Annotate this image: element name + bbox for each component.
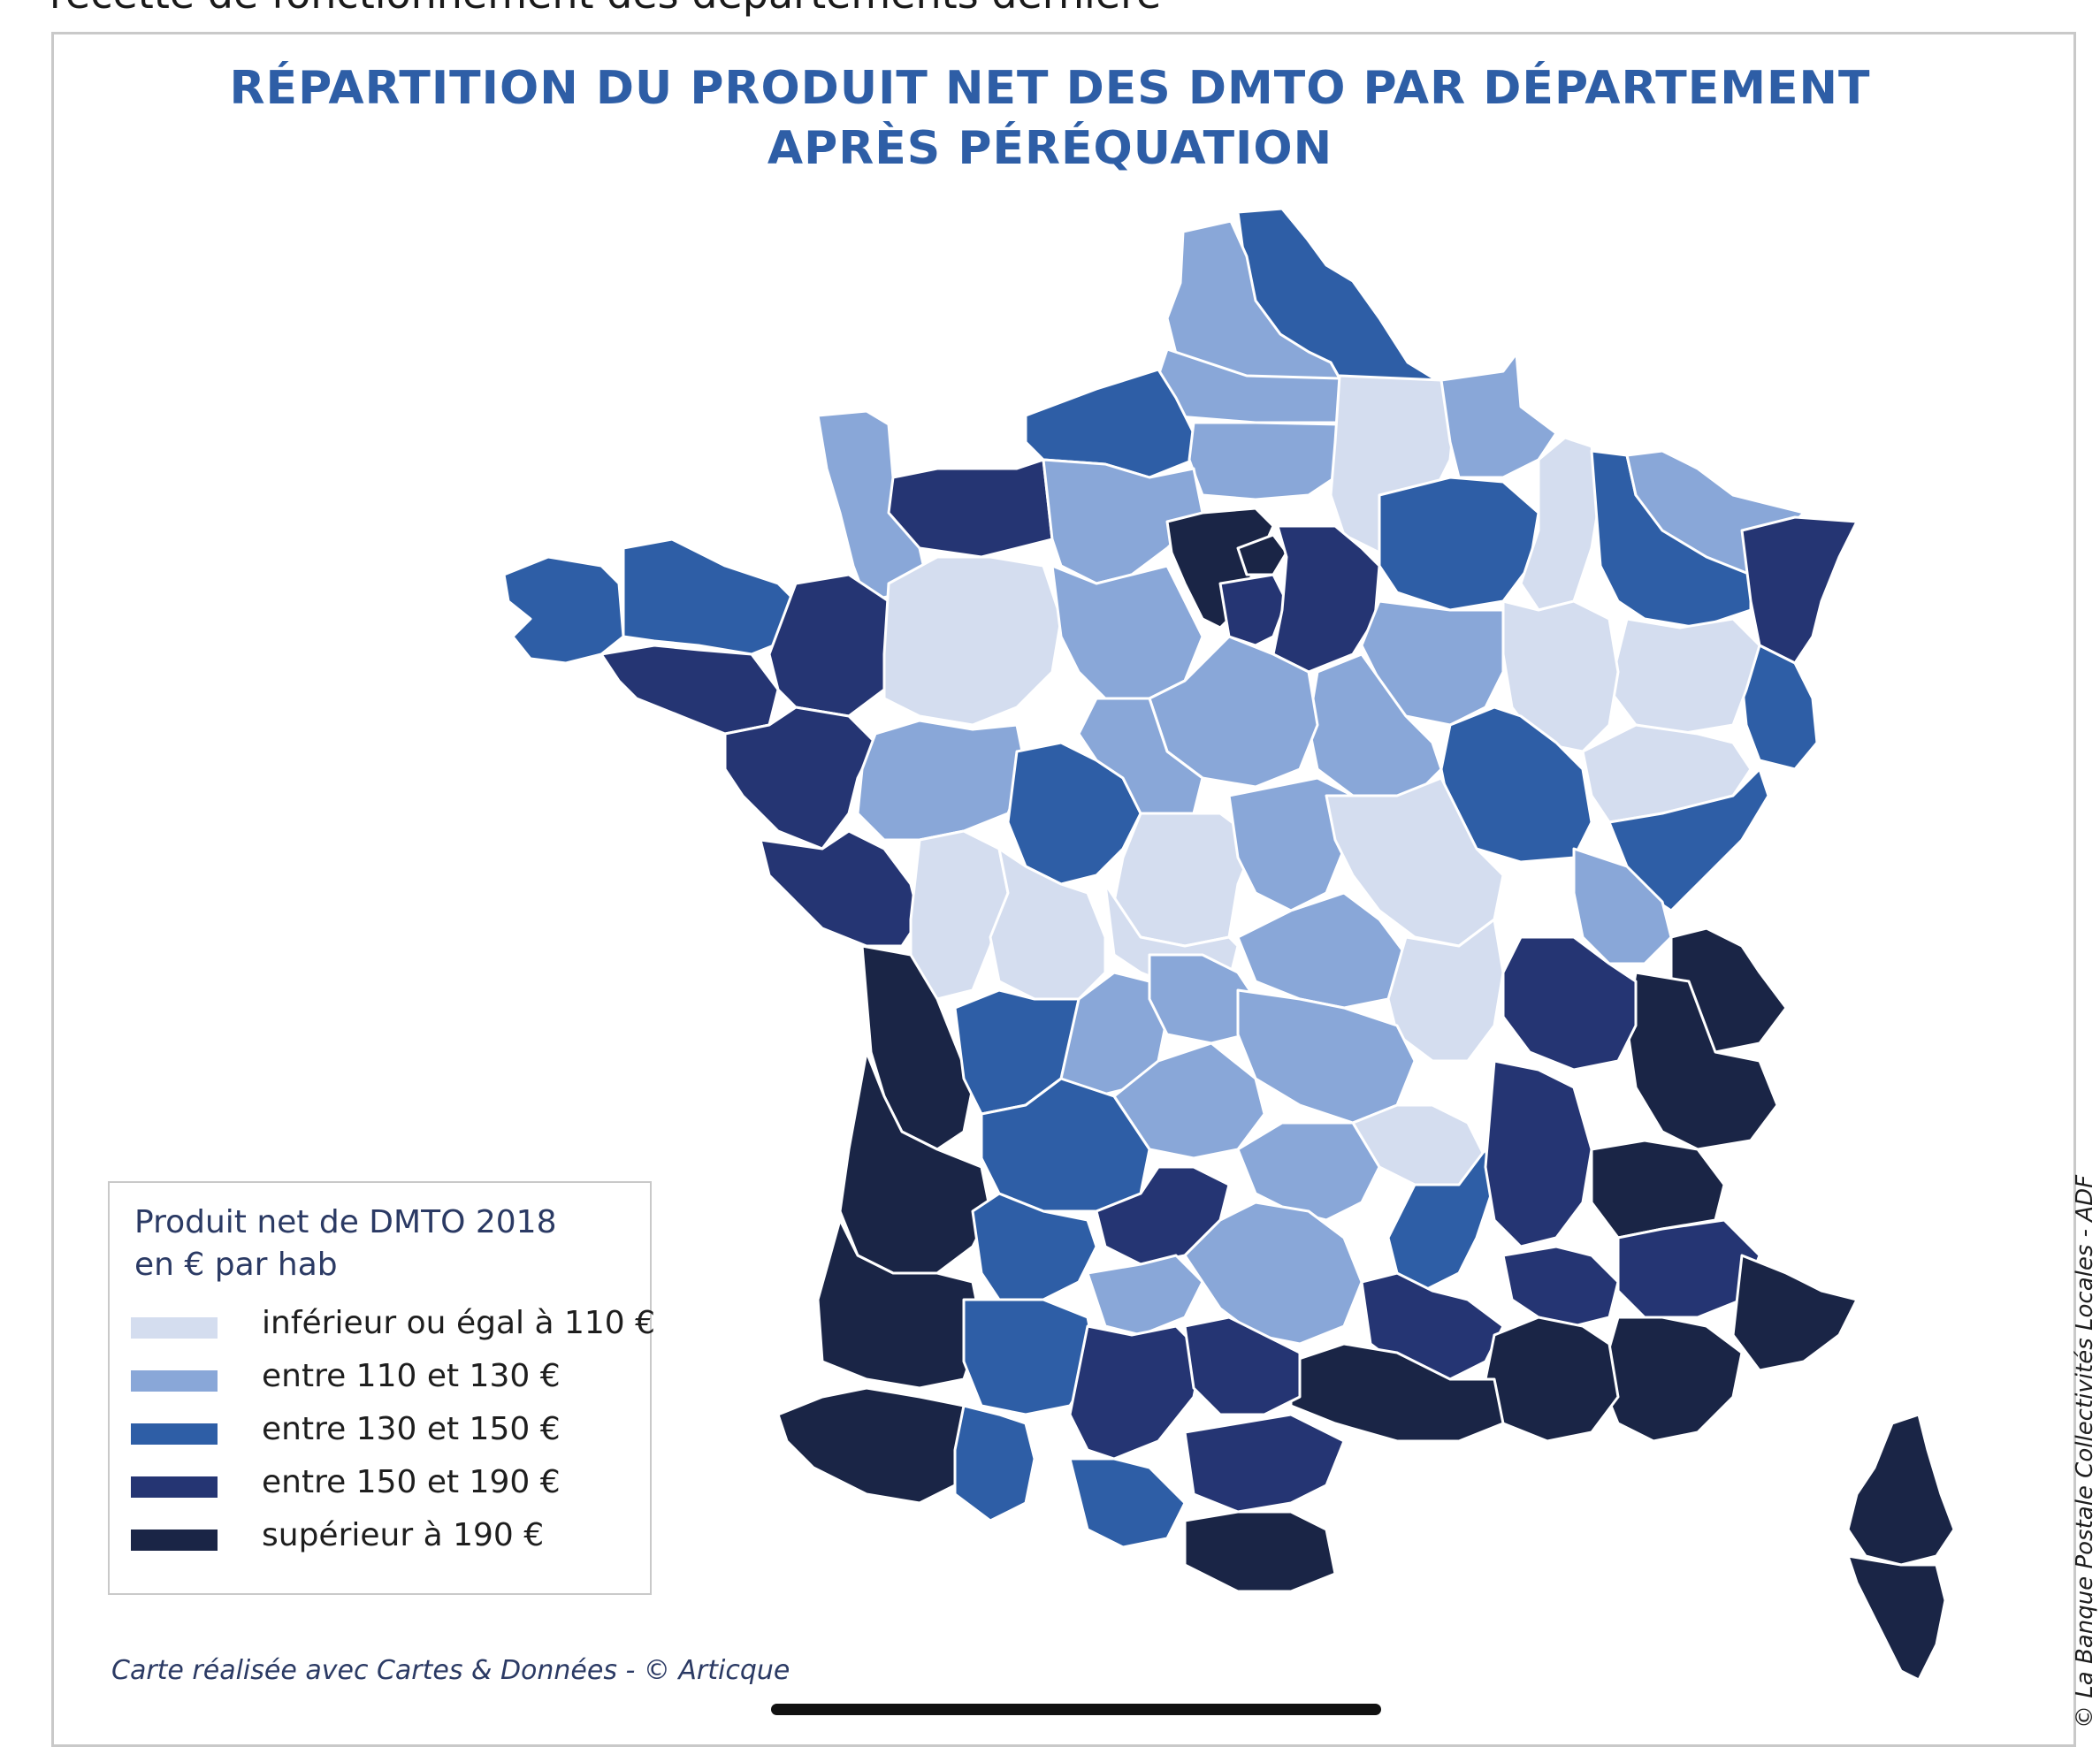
legend-swatch-class-4	[131, 1476, 218, 1498]
dept-calvados-orne	[887, 458, 1054, 559]
dept-var	[1599, 1316, 1744, 1443]
legend-item-class-1: inférieur ou égal à 110 €	[131, 1305, 655, 1349]
dept-mayenne-sarthe	[882, 555, 1063, 727]
dept-hautes-pyrenees	[953, 1404, 1036, 1522]
dept-rhone-isere	[1501, 935, 1638, 1072]
dept-lot-et-garonne	[971, 1192, 1098, 1301]
dept-puy-de-dome	[1236, 988, 1417, 1125]
dept-vienne	[989, 847, 1107, 1001]
dept-maine-et-loire	[856, 719, 1027, 842]
dept-indre-et-loire	[1006, 741, 1142, 886]
dept-nievre	[1227, 776, 1355, 912]
dept-pyrenees-atlantiques	[776, 1386, 974, 1505]
dept-drome	[1484, 1059, 1593, 1248]
dept-aube	[1360, 599, 1505, 727]
dept-bouches-du-rhone	[1484, 1316, 1620, 1443]
dept-lot	[1095, 1165, 1231, 1266]
legend: Produit net de DMTO 2018 en € par hab in…	[108, 1181, 655, 1595]
legend-swatch-class-5	[131, 1530, 218, 1551]
legend-swatch-class-2	[131, 1370, 218, 1392]
dept-savoie	[1625, 971, 1779, 1151]
dept-ille-et-vilaine	[767, 573, 899, 718]
dept-seine-et-marne	[1271, 524, 1381, 674]
dept-marne	[1378, 476, 1540, 612]
dept-paris	[1236, 533, 1288, 576]
map-title-line2: APRÈS PÉRÉQUATION	[767, 122, 1333, 175]
legend-title-line1: Produit net de DMTO 2018	[134, 1204, 557, 1240]
map-title-line1: RÉPARTITION DU PRODUIT NET DES DMTO PAR …	[229, 62, 1871, 115]
legend-item-class-2: entre 110 et 130 €	[131, 1358, 644, 1402]
dept-loire	[1386, 918, 1505, 1063]
legend-item-class-4: entre 150 et 190 €	[131, 1464, 644, 1508]
dept-haute-marne	[1501, 599, 1620, 753]
dept-oise	[1187, 421, 1341, 501]
dept-cantal	[1236, 1121, 1381, 1222]
home-indicator	[771, 1704, 1381, 1715]
dept-herault	[1289, 1342, 1505, 1443]
dept-alpes-maritimes	[1731, 1254, 1859, 1372]
dept-ardeche	[1386, 1148, 1496, 1293]
dept-correze	[1112, 1041, 1266, 1160]
dept-corse-du-sud	[1846, 1554, 1947, 1682]
dept-loire-atlantique	[723, 706, 877, 851]
dept-eure-et-loir	[1050, 564, 1204, 700]
dept-haute-corse	[1846, 1413, 1956, 1567]
dept-morbihan	[599, 644, 780, 736]
legend-label-class-4: entre 150 et 190 €	[262, 1464, 561, 1500]
dept-deux-sevres	[909, 829, 1010, 1001]
dept-vaucluse	[1501, 1245, 1620, 1328]
legend-label-class-3: entre 130 et 150 €	[262, 1411, 561, 1447]
dept-north-coast	[1165, 219, 1341, 382]
legend-label-class-2: entre 110 et 130 €	[262, 1358, 561, 1394]
legend-item-class-5: supérieur à 190 €	[131, 1517, 644, 1561]
legend-item-class-3: entre 130 et 150 €	[131, 1411, 644, 1455]
dept-gironde	[838, 1050, 992, 1275]
dept-ariege	[1068, 1457, 1187, 1549]
dept-vendee	[759, 829, 921, 948]
legend-label-class-1: inférieur ou égal à 110 €	[262, 1305, 656, 1341]
dept-tarn	[1183, 1316, 1302, 1416]
dept-haute-saone-doubs	[1581, 723, 1753, 824]
dept-ain	[1572, 847, 1673, 965]
dept-finistere	[502, 555, 625, 665]
legend-label-class-5: supérieur à 190 €	[262, 1517, 545, 1553]
source-note: © La Banque Postale Collectivités Locale…	[2072, 1174, 2098, 1728]
legend-swatch-class-1	[131, 1317, 218, 1339]
dept-vosges-meurthe	[1607, 617, 1761, 736]
dept-meuse	[1519, 436, 1602, 612]
dept-eure	[1042, 458, 1204, 585]
dept-aude	[1183, 1413, 1346, 1514]
legend-swatch-class-3	[131, 1423, 218, 1445]
map-credit: Carte réalisée avec Cartes & Données - ©…	[111, 1655, 790, 1686]
dept-bas-rhin	[1740, 515, 1859, 665]
dept-haute-garonne	[1068, 1324, 1204, 1461]
top-cut-text: recette de fonctionnement des départemen…	[50, 0, 1161, 18]
dept-charente-maritime	[860, 944, 974, 1151]
legend-title-line2: en € par hab	[134, 1247, 338, 1283]
dept-pyrenees-orientales	[1183, 1510, 1337, 1593]
dept-ardennes	[1439, 352, 1558, 479]
dept-tarn-et-garonne	[1086, 1254, 1204, 1337]
